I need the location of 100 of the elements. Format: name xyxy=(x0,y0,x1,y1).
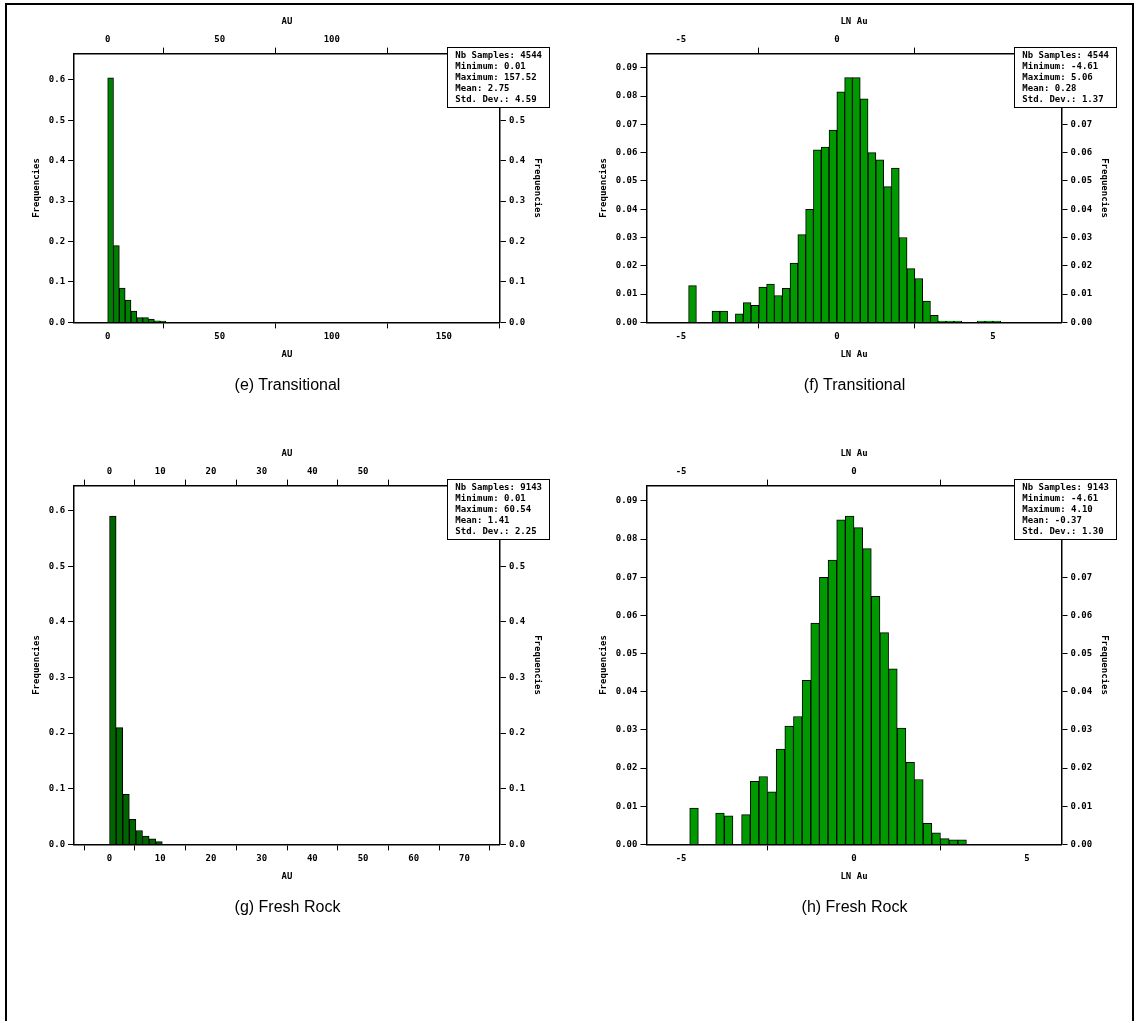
y2-tick-label: 0.04 xyxy=(1070,203,1093,214)
x2-tick-label: 0 xyxy=(104,33,111,44)
annotation: Minimum: 0.01 xyxy=(455,61,527,72)
x-tick-label: 50 xyxy=(214,331,226,342)
x2-tick-label: 50 xyxy=(357,465,369,476)
x-tick-label: -5 xyxy=(675,853,687,864)
y2-tick-label: 0.4 xyxy=(508,155,526,166)
annotation: Mean: 0.28 xyxy=(1022,83,1078,94)
y-tick-label: 0.08 xyxy=(615,533,638,544)
annotation: Mean: 2.75 xyxy=(455,83,511,94)
y2-tick-label: 0.1 xyxy=(508,276,526,287)
x-tick-label: 100 xyxy=(323,331,340,342)
y-tick-label: 0.07 xyxy=(615,571,638,582)
y2-tick-label: 0.5 xyxy=(508,560,526,571)
annotation: Maximum: 60.54 xyxy=(455,504,533,515)
y-tick-label: 0.08 xyxy=(615,90,638,101)
text: (h) Fresh Rock xyxy=(800,898,909,916)
x-axis-title: LN Au xyxy=(840,870,868,881)
annotation: Std. Dev.: 1.30 xyxy=(1022,526,1105,537)
x-tick-label: 5 xyxy=(990,331,996,342)
y-tick-label: 0.04 xyxy=(615,203,639,214)
y-tick-label: 0.07 xyxy=(615,118,638,129)
y-tick-label: 0.09 xyxy=(615,62,638,73)
y-tick-label: 0.01 xyxy=(615,800,638,811)
x2-tick-label: 30 xyxy=(256,465,268,476)
annotation: Maximum: 157.52 xyxy=(455,72,538,83)
text: (f) Transitional xyxy=(802,376,907,394)
x-tick-label: 30 xyxy=(256,853,268,864)
y-tick-label: 0.4 xyxy=(48,616,66,627)
y2-tick-label: 0.0 xyxy=(508,838,526,849)
y2-tick-label: 0.1 xyxy=(508,783,526,794)
y-tick-label: 0.3 xyxy=(48,195,66,206)
y2-tick-label: 0.04 xyxy=(1070,686,1093,697)
y2-tick-label: 0.5 xyxy=(508,114,526,125)
y-tick-label: 0.02 xyxy=(615,260,638,271)
y-tick-label: 0.5 xyxy=(48,560,66,571)
x-tick-label: 150 xyxy=(435,331,453,342)
y2-tick-label: 0.02 xyxy=(1070,260,1093,271)
y2-tick-label: 0.3 xyxy=(508,671,526,682)
text: (g) Fresh Rock xyxy=(233,898,342,916)
y-tick-label: 0.1 xyxy=(48,783,66,794)
y-tick-label: 0.02 xyxy=(615,762,638,773)
x2-tick-label: 10 xyxy=(154,465,166,476)
y-tick-label: 0.03 xyxy=(615,231,638,242)
y-tick-label: 0.00 xyxy=(615,316,638,327)
x2-axis-title: AU xyxy=(281,15,293,26)
x2-axis-title: LN Au xyxy=(840,15,868,26)
x2-tick-label: 40 xyxy=(306,465,318,476)
x2-tick-label: 0 xyxy=(834,33,840,44)
x2-tick-label: 50 xyxy=(214,33,226,44)
y-tick-label: 0.3 xyxy=(48,671,66,682)
y2-tick-label: 0.06 xyxy=(1070,146,1093,157)
x-tick-label: 40 xyxy=(306,853,318,864)
y-tick-label: 0.1 xyxy=(48,276,66,287)
x2-tick-label: 20 xyxy=(205,465,217,476)
x2-tick-label: 100 xyxy=(323,33,340,44)
y2-tick-label: 0.03 xyxy=(1070,724,1093,735)
x-axis-title: AU xyxy=(281,348,293,359)
y-tick-label: 0.6 xyxy=(48,74,66,85)
y-tick-label: 0.04 xyxy=(615,686,639,697)
y-axis-title: Frequencies xyxy=(30,635,41,695)
annotation: Nb Samples: 4544 xyxy=(1022,50,1109,61)
annotation: Maximum: 5.06 xyxy=(1022,72,1094,83)
annotation: Maximum: 4.10 xyxy=(1022,504,1094,515)
y2-tick-label: 0.05 xyxy=(1070,175,1093,186)
y-tick-label: 0.03 xyxy=(615,724,638,735)
x-tick-label: 5 xyxy=(1024,853,1030,864)
x-axis-title: AU xyxy=(281,870,293,881)
x-tick-label: 0 xyxy=(851,853,857,864)
y-tick-label: 0.2 xyxy=(48,235,66,246)
x2-axis-title: AU xyxy=(281,447,293,458)
y-tick-label: 0.01 xyxy=(615,288,638,299)
y-tick-label: 0.6 xyxy=(48,504,66,515)
y-tick-label: 0.0 xyxy=(48,316,66,327)
annotation: Nb Samples: 9143 xyxy=(1022,482,1109,493)
x2-tick-label: -5 xyxy=(675,33,687,44)
y2-tick-label: 0.03 xyxy=(1070,231,1093,242)
annotation: Std. Dev.: 1.37 xyxy=(1022,94,1105,105)
annotation: Std. Dev.: 4.59 xyxy=(455,94,538,105)
y2-tick-label: 0.3 xyxy=(508,195,526,206)
y-tick-label: 0.06 xyxy=(615,609,638,620)
y2-tick-label: 0.07 xyxy=(1070,118,1093,129)
annotation: Std. Dev.: 2.25 xyxy=(455,526,538,537)
y-tick-label: 0.06 xyxy=(615,146,638,157)
y-tick-label: 0.00 xyxy=(615,838,638,849)
y2-tick-label: 0.2 xyxy=(508,727,526,738)
y2-tick-label: 0.0 xyxy=(508,316,526,327)
x-axis-title: LN Au xyxy=(840,348,868,359)
annotation: Nb Samples: 9143 xyxy=(455,482,542,493)
y-tick-label: 0.5 xyxy=(48,114,66,125)
y2-tick-label: 0.07 xyxy=(1070,571,1093,582)
annotation: Minimum: -4.61 xyxy=(1022,61,1100,72)
y2-tick-label: 0.05 xyxy=(1070,647,1093,658)
y2-tick-label: 0.02 xyxy=(1070,762,1093,773)
annotation: Nb Samples: 4544 xyxy=(455,50,542,61)
x2-axis-title: LN Au xyxy=(840,447,868,458)
y-tick-label: 0.2 xyxy=(48,727,66,738)
x-tick-label: 0 xyxy=(834,331,840,342)
y2-tick-label: 0.4 xyxy=(508,616,526,627)
x-tick-label: 0 xyxy=(104,331,111,342)
